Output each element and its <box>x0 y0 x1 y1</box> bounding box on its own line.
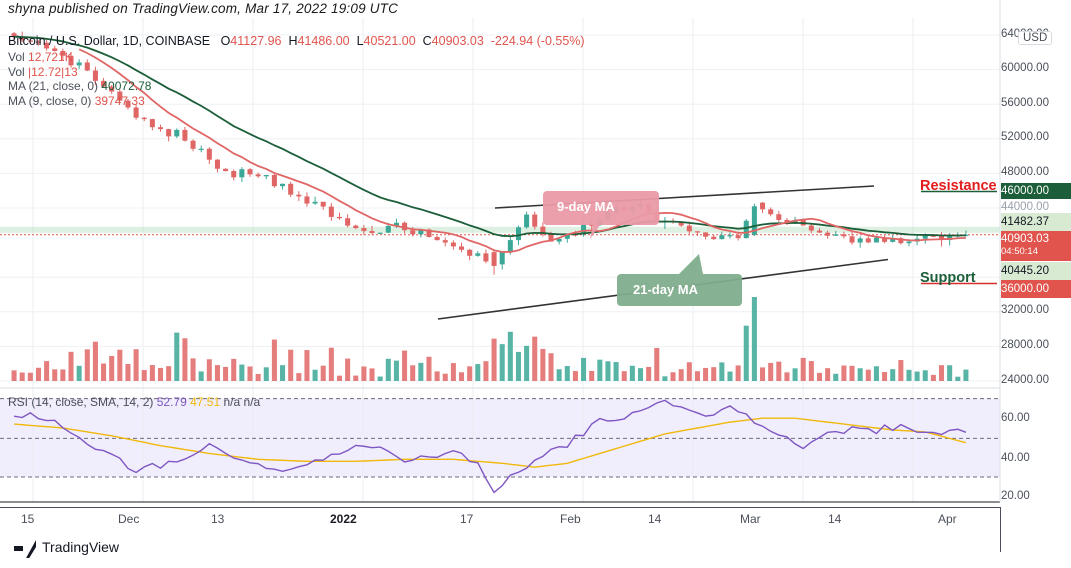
svg-text:9-day MA: 9-day MA <box>557 199 615 214</box>
svg-text:21-day MA: 21-day MA <box>633 282 699 297</box>
